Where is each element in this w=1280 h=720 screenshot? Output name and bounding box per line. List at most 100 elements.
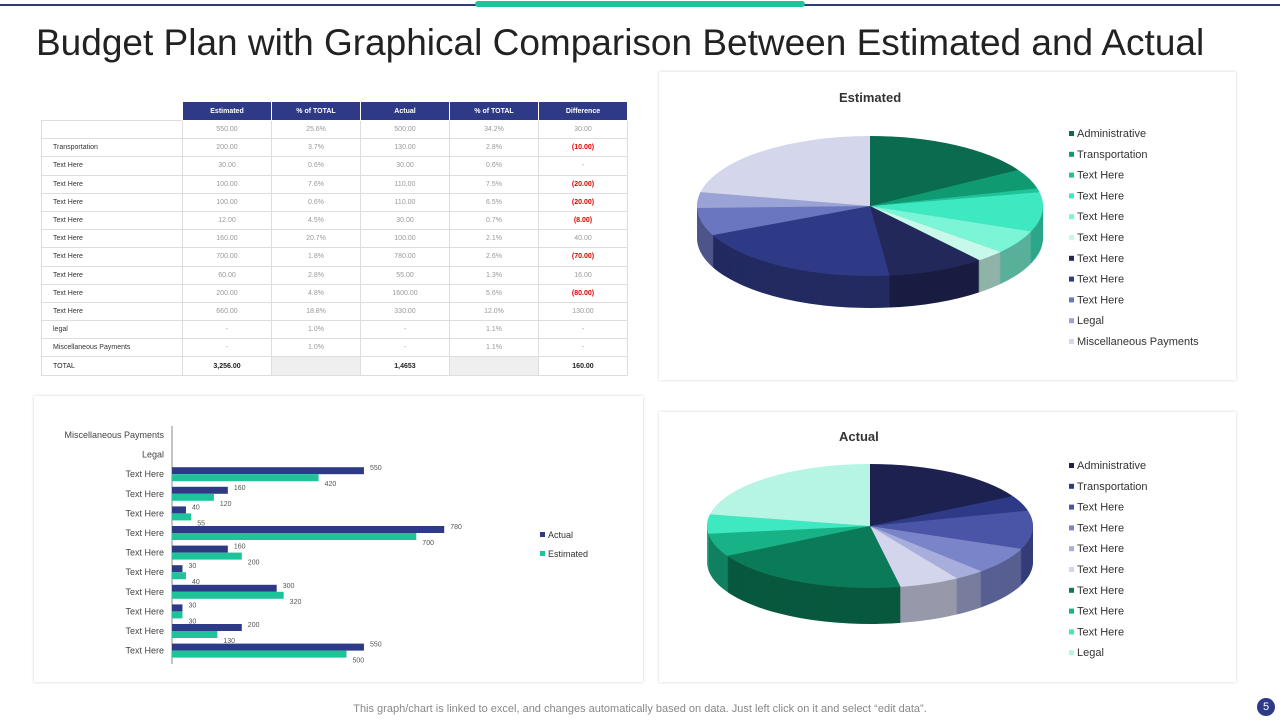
category-label: Text Here [125,646,164,656]
chart-title: Estimated [839,90,901,105]
table-row: legal -1.0% -1.1% - [41,320,628,340]
legend-swatch [540,532,545,537]
table-cell: 3,256.00 [182,356,272,376]
table-row: Text Here 12.00 4.5% 30.00 0.7% (8.00) [41,210,628,231]
column-header: % of TOTAL [271,101,361,121]
table-row: Text Here 100.00 0.6% 110.00 6.5% (20.00) [41,192,628,212]
table-cell [449,356,539,376]
legend-swatch [1069,276,1074,282]
table-cell: 30.00 [360,156,450,176]
bar-estimated [172,611,183,619]
column-header: Actual [360,101,450,121]
bar-actual [172,526,445,533]
data-label: 30 [188,563,196,570]
legend-label: Transportation [1077,481,1148,493]
legend-label: Miscellaneous Payments [1077,336,1199,348]
legend-swatch [1069,483,1074,489]
table-cell: 2.8% [271,265,361,285]
category-label: Text Here [125,587,164,597]
table-row: Miscellaneous Payments -1.0% -1.1% - [41,338,628,358]
legend-label: Administrative [1077,128,1146,140]
row-label: Text Here [41,174,183,194]
table-cell: (8.00) [538,210,628,231]
data-label: 200 [248,622,260,629]
table-cell: - [182,338,272,358]
actual-pie-panel: Actual Administrative Transportation Text H… [659,412,1236,682]
legend-label: Legal [1077,315,1104,327]
bar-estimated [172,513,192,521]
table-cell: 6.5% [449,192,539,212]
legend-swatch [1069,629,1074,635]
category-label: Text Here [125,626,164,636]
category-label: Miscellaneous Payments [64,430,164,440]
table-cell: (20.00) [538,192,628,212]
pie-slice [870,510,1033,549]
pie-slice [697,206,870,236]
table-cell: 2.1% [449,229,539,249]
legend-swatch [1069,318,1074,324]
legend-label: Text Here [1077,606,1124,618]
budget-table: Estimated% of TOTAL Actual% of TOTAL Diffe… [41,101,628,376]
table-cell: - [360,338,450,358]
table-row: Text Here 160.00 20.7% 100.00 2.1% 40.00 [41,229,628,249]
bar-chart-panel: Miscellaneous Payments Legal Text Here 550 4… [34,396,643,682]
legend-label: Text Here [1077,294,1124,306]
table-cell: 100.00 [182,192,272,212]
legend-swatch [1069,131,1074,136]
data-label: 30 [188,602,196,609]
table-cell: 12.00 [182,210,272,231]
row-label: Text Here [41,301,183,322]
pie-slice [870,192,1043,232]
chart-title: Actual [839,429,879,444]
top-accent-bar [475,1,805,7]
table-cell: 1.3% [449,265,539,285]
legend-label: Text Here [1077,543,1124,555]
table-cell: - [538,156,628,176]
data-label: 160 [234,544,246,551]
data-label: 780 [450,524,462,531]
pie-slice [700,136,870,206]
row-label: Text Here [41,265,183,285]
page-number: 5 [1257,698,1275,716]
category-label: Legal [142,450,164,460]
row-label: Text Here [41,156,183,176]
bar-estimated [172,650,347,658]
column-header: % of TOTAL [449,101,539,121]
column-header: Difference [538,101,628,121]
legend-swatch [1069,255,1074,261]
table-cell: 1.1% [449,320,539,340]
legend-swatch [1069,504,1074,510]
table-cell: 660.00 [182,301,272,322]
row-label: Text Here [41,283,183,303]
table-cell: 3.7% [271,138,361,158]
table-cell: 110.00 [360,174,450,194]
table-row: Text Here 700.00 1.8% 780.00 2.6% (70.00) [41,247,628,267]
table-cell: 55.00 [360,265,450,285]
table-cell: 7.5% [449,174,539,194]
pie-slice [870,169,1038,206]
table-cell: 20.7% [271,229,361,249]
pie-slice [870,206,1001,261]
legend-swatch [1069,608,1074,614]
table-cell: 100.00 [182,174,272,194]
pie-slice [697,192,870,208]
legend-swatch [1069,297,1074,303]
table-cell: 5.6% [449,283,539,303]
table-cell: 500.00 [360,119,450,140]
estimated-pie-chart: Estimated Administrative Transportation Tex… [697,90,1199,348]
legend-label: Text Here [1077,253,1124,265]
table-cell: - [538,320,628,340]
table-cell: 60.00 [182,265,272,285]
pie-slice [870,188,1040,206]
row-label: legal [41,320,183,340]
header-spacer [42,102,183,121]
data-label: 200 [248,560,260,567]
table-row: Text Here 60.00 2.8% 55.00 1.3% 16.00 [41,265,628,285]
total-row: TOTAL 3,256.00 1,4653 160.00 [41,356,628,376]
bar-actual [172,467,364,475]
table-cell: 34.2% [449,119,539,140]
table-cell: 1,4653 [360,356,450,376]
pie-slice [870,464,1013,526]
table-cell: 40.00 [538,229,628,249]
legend-swatch [1069,172,1074,178]
